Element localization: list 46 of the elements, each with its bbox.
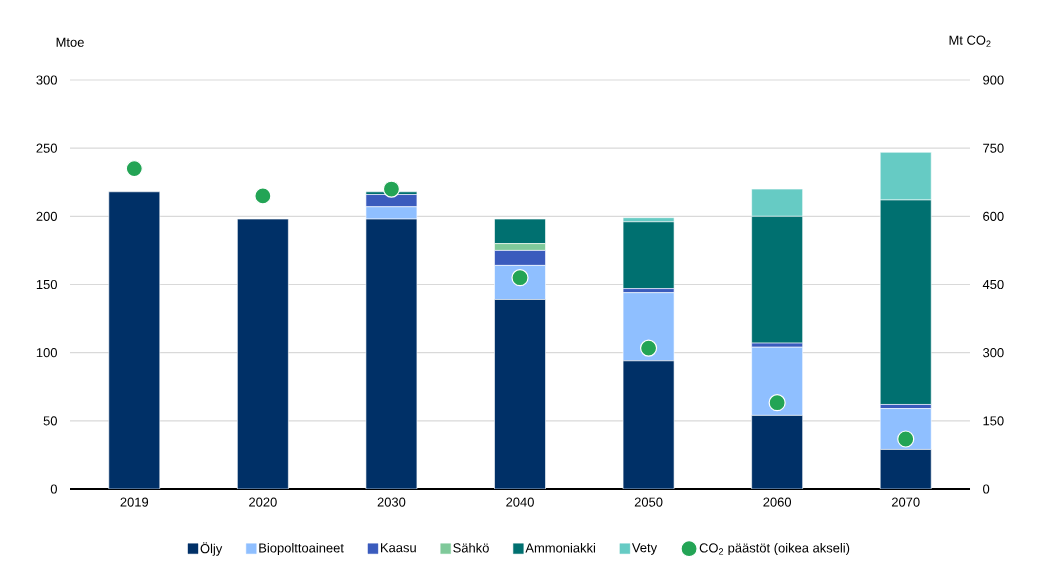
point <box>897 430 915 448</box>
y-tick-label: 50 <box>43 416 57 426</box>
bar <box>622 360 675 489</box>
y-tick-label: 100 <box>36 348 57 358</box>
x-tick-label: 2060 <box>763 497 792 507</box>
legend-label: Kaasu <box>381 543 416 553</box>
y-tick-label: 200 <box>36 211 57 221</box>
y2-tick-label: 900 <box>983 75 1004 85</box>
x-tick-label: 2040 <box>506 497 534 507</box>
legend-label: CO$_{2}$ päästöt (oikea akseli) <box>699 542 850 556</box>
x-tick-label: 2050 <box>634 497 663 507</box>
y2-tick-label: 150 <box>983 416 1004 426</box>
y2-axis-title: Mt CO$_{2}$ <box>949 35 991 47</box>
point <box>382 180 401 198</box>
bar <box>365 218 418 489</box>
bar <box>108 191 161 489</box>
point <box>768 394 786 412</box>
bar <box>751 415 803 489</box>
legend-label: Vety <box>631 543 658 555</box>
y-axis-title: Mtoe <box>56 37 84 47</box>
point <box>125 160 143 178</box>
y2-tick-label: 450 <box>982 279 1004 290</box>
y2-tick-label: 750 <box>983 143 1004 153</box>
legend-label: Öljy <box>200 542 223 556</box>
bar <box>237 218 289 489</box>
y-tick-label: 0 <box>50 484 57 494</box>
point <box>639 339 658 357</box>
bar <box>494 299 546 489</box>
y-tick-label: 300 <box>36 75 57 85</box>
legend-label: Ammoniakki <box>525 542 596 553</box>
x-tick-label: 2030 <box>377 497 406 507</box>
x-tick-label: 2020 <box>249 497 277 507</box>
y2-tick-label: 600 <box>983 211 1004 221</box>
y-tick-label: 250 <box>36 143 57 153</box>
bar <box>622 292 675 362</box>
legend-label: Sähkö <box>453 542 489 553</box>
point <box>254 187 272 205</box>
legend-label: Biopolttoaineet <box>259 542 344 556</box>
bar <box>879 449 932 489</box>
bar <box>622 221 675 289</box>
y2-tick-label: 0 <box>983 484 990 494</box>
x-tick-label: 2019 <box>120 497 149 507</box>
bar <box>751 346 803 416</box>
y-tick-label: 150 <box>36 279 57 290</box>
x-tick-label: 2070 <box>891 497 920 507</box>
y2-tick-label: 300 <box>983 348 1004 358</box>
